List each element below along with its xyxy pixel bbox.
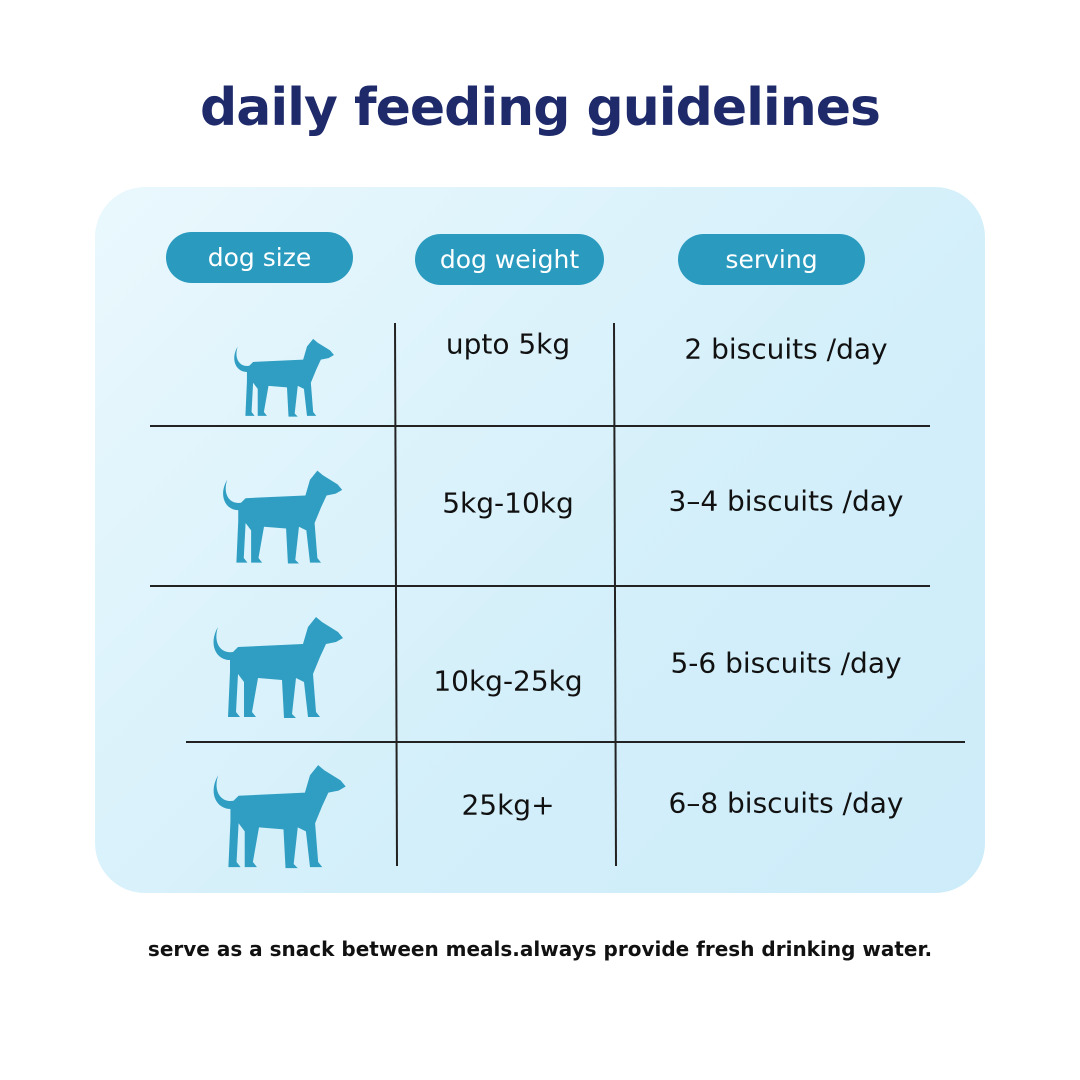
serving-cell: 5-6 biscuits /day (670, 646, 902, 680)
serving-cell: 2 biscuits /day (684, 332, 888, 366)
dog-icon (223, 470, 343, 564)
serving-cell: 6–8 biscuits /day (668, 786, 904, 820)
divider (613, 322, 617, 867)
header-pill: dog weight (415, 234, 604, 285)
header-pill: serving (678, 234, 865, 285)
dog-icon (213, 765, 346, 869)
title: daily feeding guidelines (200, 78, 881, 138)
weight-cell: 25kg+ (461, 788, 555, 822)
footer-note: serve as a snack between meals.always pr… (147, 937, 933, 961)
dog-icon (213, 617, 343, 718)
header-pill: dog size (166, 232, 353, 283)
serving-cell: 3–4 biscuits /day (668, 484, 904, 518)
weight-cell: upto 5kg (445, 327, 571, 361)
dog-icon (234, 338, 334, 417)
weight-cell: 10kg-25kg (433, 664, 583, 698)
weight-cell: 5kg-10kg (442, 486, 574, 520)
divider (394, 322, 398, 867)
